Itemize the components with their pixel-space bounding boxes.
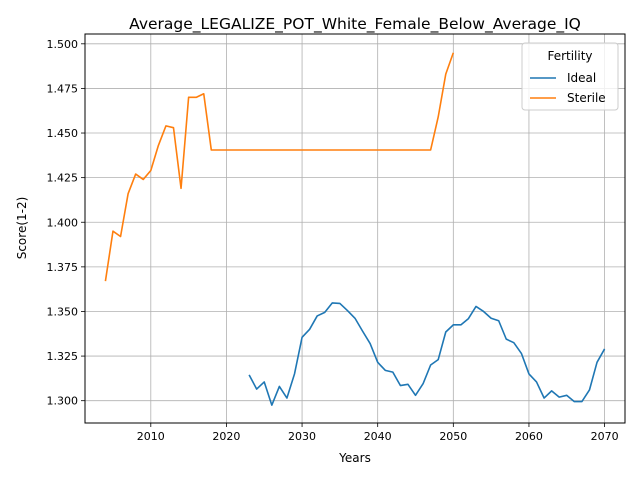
y-tick-label: 1.425	[47, 172, 79, 185]
y-tick-label: 1.475	[47, 82, 79, 95]
legend-title: Fertility	[547, 49, 592, 63]
x-tick-label: 2030	[288, 430, 316, 443]
legend-box	[521, 42, 619, 111]
x-tick-label: 2010	[137, 430, 165, 443]
x-tick-label: 2020	[212, 430, 240, 443]
series-line-ideal	[248, 302, 606, 406]
y-tick-label: 1.350	[47, 305, 79, 318]
series-line-sterile	[104, 52, 455, 282]
x-tick-label: 2070	[591, 430, 619, 443]
y-tick-label: 1.300	[47, 395, 79, 408]
series-lines	[104, 52, 606, 406]
legend-label-ideal: Ideal	[567, 71, 596, 85]
y-tick-label: 1.400	[47, 216, 79, 229]
y-tick-label: 1.375	[47, 261, 79, 274]
legend-label-sterile: Sterile	[567, 91, 606, 105]
x-tick-label: 2060	[515, 430, 543, 443]
x-axis: 2010 2020 2030 2040 2050 2060 2070	[137, 423, 619, 443]
chart-title: Average_LEGALIZE_POT_White_Female_Below_…	[129, 15, 581, 34]
y-tick-label: 1.450	[47, 127, 79, 140]
grid-lines	[85, 34, 625, 423]
y-tick-label: 1.325	[47, 350, 79, 363]
x-axis-label: Years	[338, 451, 371, 465]
y-tick-label: 1.500	[47, 38, 79, 51]
y-axis-label: Score(1-2)	[15, 197, 29, 260]
legend: Fertility Ideal Sterile	[521, 42, 619, 111]
y-axis: 1.300 1.325 1.350 1.375 1.400 1.425 1.450 1.475…	[47, 38, 85, 408]
x-tick-label: 2050	[439, 430, 467, 443]
plot-area-frame	[84, 33, 626, 424]
x-tick-label: 2040	[364, 430, 392, 443]
